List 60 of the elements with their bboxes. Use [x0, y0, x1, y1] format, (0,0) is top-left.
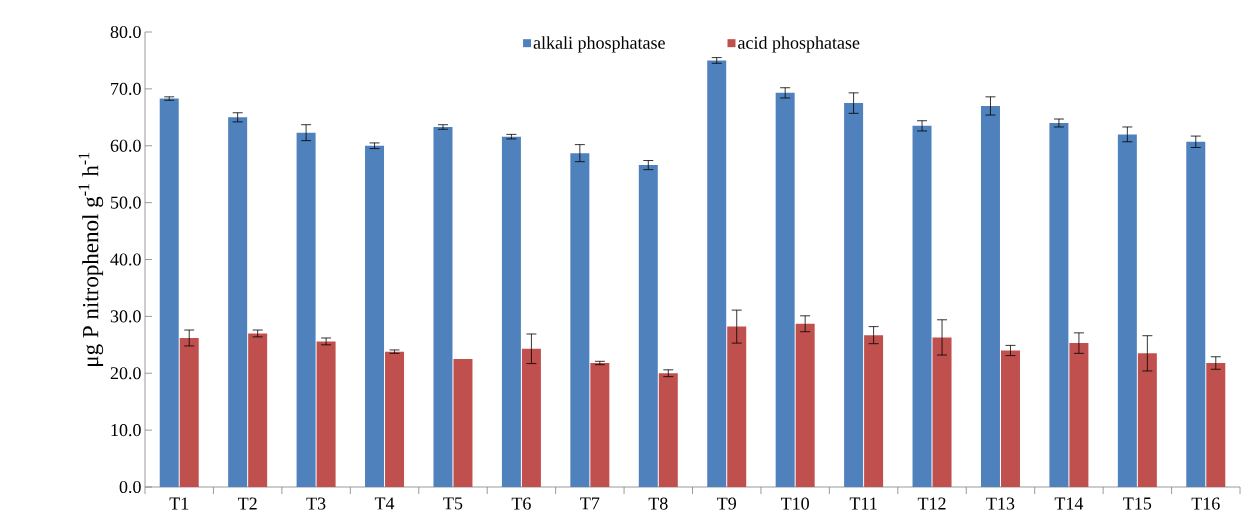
bar [980, 105, 1000, 487]
x-tick-label: T12 [917, 497, 946, 510]
bar [228, 117, 248, 487]
bar [316, 341, 336, 487]
x-tick-label: T1 [169, 497, 189, 510]
bar [501, 136, 521, 487]
bar [365, 145, 385, 487]
bar [1069, 343, 1089, 487]
bar [179, 337, 199, 487]
bar [521, 348, 541, 487]
bar [707, 60, 727, 487]
bar [1049, 123, 1069, 487]
bar [1117, 134, 1137, 487]
bar [570, 153, 590, 487]
y-tick-label: 10.0 [111, 424, 141, 437]
bar [1186, 141, 1206, 487]
x-tick-label: T5 [443, 497, 463, 510]
bar [159, 98, 179, 487]
bar [727, 326, 747, 487]
y-tick-label: 50.0 [111, 196, 141, 209]
bar [453, 359, 473, 487]
y-tick-label: 70.0 [111, 82, 141, 95]
bar [864, 335, 884, 487]
x-tick-label: T3 [306, 497, 326, 510]
bar [248, 333, 268, 487]
x-tick-label: T16 [1191, 497, 1220, 510]
bar [1000, 350, 1020, 487]
legend-label: alkali phosphatase [533, 36, 665, 53]
legend-label: acid phosphatase [738, 36, 860, 53]
y-tick-label: 20.0 [110, 367, 141, 380]
bar [433, 126, 453, 487]
x-tick-label: T10 [780, 497, 809, 510]
bar [1206, 363, 1226, 487]
bar [638, 165, 658, 487]
bar [590, 363, 610, 487]
bar [385, 351, 405, 487]
bar [775, 92, 795, 487]
y-tick-label: 40.0 [110, 253, 141, 266]
bar [296, 132, 316, 487]
x-tick-label: T15 [1123, 497, 1152, 510]
bar [932, 337, 952, 487]
x-tick-label: T9 [717, 497, 736, 510]
bar [795, 323, 815, 487]
x-tick-label: T8 [648, 497, 668, 510]
x-tick-label: T6 [511, 497, 531, 510]
bar [912, 125, 932, 487]
x-tick-label: T7 [580, 497, 600, 510]
y-axis-title: μg P nitrophenol g$^{-1}$ h$^{-1}$ [78, 152, 104, 366]
y-tick-label: 60.0 [110, 139, 141, 152]
x-tick-label: T13 [986, 497, 1015, 510]
y-tick-label: 30.0 [110, 310, 141, 323]
bar [1137, 353, 1157, 487]
y-tick-label: 80.0 [110, 25, 141, 39]
x-tick-label: T14 [1054, 497, 1084, 510]
x-tick-label: T11 [849, 497, 877, 510]
x-tick-label: T4 [374, 497, 395, 510]
bar [658, 373, 678, 487]
y-tick-label: 0.0 [119, 480, 141, 494]
bar [844, 103, 864, 487]
x-tick-label: T2 [237, 497, 257, 510]
